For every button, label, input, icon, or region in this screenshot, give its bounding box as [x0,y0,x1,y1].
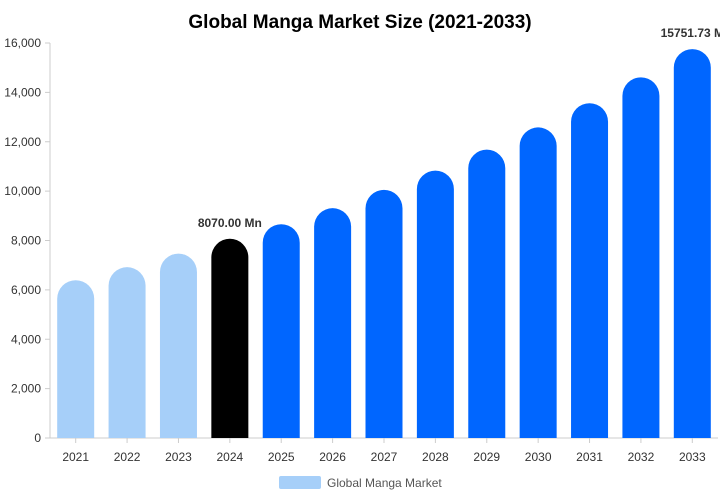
bar-2030[interactable] [519,127,557,438]
x-tick-label: 2022 [114,450,141,464]
legend-label: Global Manga Market [327,476,442,490]
bar-2021[interactable] [57,280,95,438]
bar-2024[interactable] [211,238,249,438]
x-tick-label: 2030 [525,450,552,464]
y-tick-label: 14,000 [4,85,41,99]
y-axis: 0 2,000 4,000 6,000 8,000 10,000 12,000 14,000 1… [4,36,51,445]
x-tick-label: 2033 [679,450,706,464]
bar-2027[interactable] [365,189,403,438]
x-tick-label: 2025 [268,450,295,464]
data-labels: 8070.00 Mn 15751.73 M [198,26,720,230]
legend-swatch [279,476,321,489]
bar-2033[interactable] [673,49,711,439]
chart-title: Global Manga Market Size (2021-2033) [188,12,531,33]
x-tick-label: 2024 [216,450,243,464]
y-tick-label: 12,000 [4,135,41,149]
y-tick-label: 16,000 [4,36,41,50]
bar-2026[interactable] [314,208,352,438]
x-tick-label: 2032 [628,450,655,464]
x-tick-label: 2031 [576,450,603,464]
x-axis: 2021 2022 2023 2024 2025 2026 2027 2028 2029 2030… [50,437,718,464]
data-label-2033: 15751.73 M [661,26,720,40]
x-tick-label: 2027 [371,450,398,464]
bar-2032[interactable] [622,77,660,439]
y-tick-label: 8,000 [11,234,41,248]
x-tick-label: 2029 [473,450,500,464]
bar-2025[interactable] [262,224,300,438]
x-tick-label: 2028 [422,450,449,464]
x-tick-label: 2023 [165,450,192,464]
y-tick-label: 10,000 [4,184,41,198]
bar-2023[interactable] [159,253,197,438]
bar-2029[interactable] [468,149,506,438]
bar-2028[interactable] [416,170,454,438]
data-label-2024: 8070.00 Mn [198,216,262,230]
bars [57,49,711,439]
y-tick-label: 2,000 [11,382,41,396]
bar-2022[interactable] [108,267,146,438]
y-tick-label: 0 [34,431,41,445]
x-tick-label: 2021 [62,450,89,464]
y-tick-label: 6,000 [11,283,41,297]
bar-2031[interactable] [571,103,609,439]
legend[interactable]: Global Manga Market [279,476,442,490]
x-tick-label: 2026 [319,450,346,464]
y-tick-label: 4,000 [11,332,41,346]
